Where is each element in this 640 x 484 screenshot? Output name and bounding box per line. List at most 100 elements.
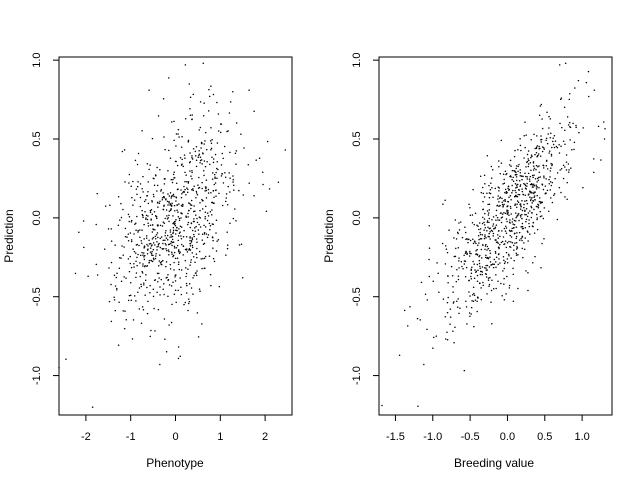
data-point	[125, 277, 127, 279]
data-point	[125, 319, 127, 321]
data-point	[561, 126, 563, 129]
data-point	[200, 142, 203, 145]
data-point	[522, 256, 524, 259]
data-point	[211, 223, 214, 225]
data-point	[180, 196, 183, 199]
data-point	[453, 301, 455, 303]
data-point	[174, 177, 176, 179]
data-point	[135, 229, 137, 232]
data-point	[495, 239, 497, 241]
data-point	[234, 152, 237, 154]
data-point	[135, 188, 138, 190]
data-point	[516, 173, 518, 176]
data-point	[497, 237, 500, 239]
data-point	[205, 233, 208, 235]
data-point	[187, 309, 189, 312]
data-point	[191, 114, 193, 116]
data-point	[189, 170, 191, 172]
data-point	[553, 134, 556, 137]
data-point	[147, 181, 149, 183]
data-point	[513, 155, 516, 158]
data-point	[494, 261, 497, 263]
data-point	[452, 302, 455, 304]
data-point	[174, 222, 176, 225]
data-point	[180, 217, 182, 219]
data-point	[170, 197, 172, 199]
data-point	[130, 266, 133, 269]
data-point	[537, 166, 539, 168]
data-point	[226, 244, 229, 246]
data-point	[151, 254, 153, 256]
data-point	[551, 146, 553, 149]
data-point	[569, 139, 571, 141]
data-point	[511, 191, 513, 194]
data-point	[149, 291, 151, 294]
data-point	[159, 363, 161, 366]
data-point	[545, 165, 548, 167]
data-point	[203, 257, 206, 259]
data-point	[527, 165, 530, 168]
data-point	[160, 260, 163, 263]
data-point	[506, 258, 509, 260]
data-point	[523, 248, 526, 251]
data-point	[133, 233, 135, 235]
data-point	[110, 283, 112, 286]
data-point	[524, 200, 526, 202]
data-point	[503, 178, 505, 181]
data-point	[141, 187, 143, 190]
data-point	[177, 128, 180, 131]
data-point	[156, 184, 159, 187]
data-point	[523, 203, 525, 206]
x-tick-label: 0.5	[537, 431, 552, 443]
data-point	[176, 244, 179, 247]
data-point	[525, 199, 528, 202]
data-point	[495, 266, 497, 268]
data-point	[566, 116, 569, 118]
data-point	[147, 191, 149, 193]
data-point	[499, 196, 502, 198]
data-point	[159, 169, 161, 171]
data-point	[165, 247, 167, 250]
data-point	[248, 89, 250, 91]
data-point	[497, 280, 499, 282]
data-point	[148, 243, 151, 245]
data-point	[235, 122, 238, 124]
data-point	[517, 201, 520, 203]
data-point	[176, 164, 179, 167]
data-point	[220, 175, 223, 177]
data-point	[228, 112, 231, 114]
data-point	[169, 204, 171, 206]
data-point	[485, 276, 488, 278]
data-point	[234, 208, 236, 210]
data-point	[522, 193, 525, 196]
data-point	[568, 98, 571, 101]
y-axis-label: Prediction	[322, 209, 336, 262]
data-point	[521, 239, 523, 242]
data-point	[537, 203, 539, 206]
data-point	[130, 240, 133, 243]
data-point	[161, 225, 164, 227]
data-point	[512, 180, 515, 183]
data-point	[208, 95, 211, 98]
data-point	[163, 222, 166, 224]
data-point	[521, 178, 523, 181]
data-point	[167, 204, 169, 206]
data-point	[253, 195, 255, 197]
data-point	[165, 249, 168, 252]
data-point	[161, 199, 164, 201]
data-point	[477, 297, 479, 299]
data-point	[172, 241, 175, 243]
data-point	[189, 242, 192, 245]
data-point	[172, 173, 175, 176]
data-point	[540, 138, 543, 141]
data-point	[187, 223, 189, 226]
data-point	[168, 324, 170, 326]
data-point	[560, 145, 562, 147]
data-point	[205, 197, 208, 199]
data-point	[149, 209, 152, 212]
data-point	[210, 191, 212, 194]
data-point	[457, 247, 460, 249]
data-point	[553, 146, 556, 149]
data-point	[465, 306, 468, 308]
data-point	[219, 131, 222, 134]
